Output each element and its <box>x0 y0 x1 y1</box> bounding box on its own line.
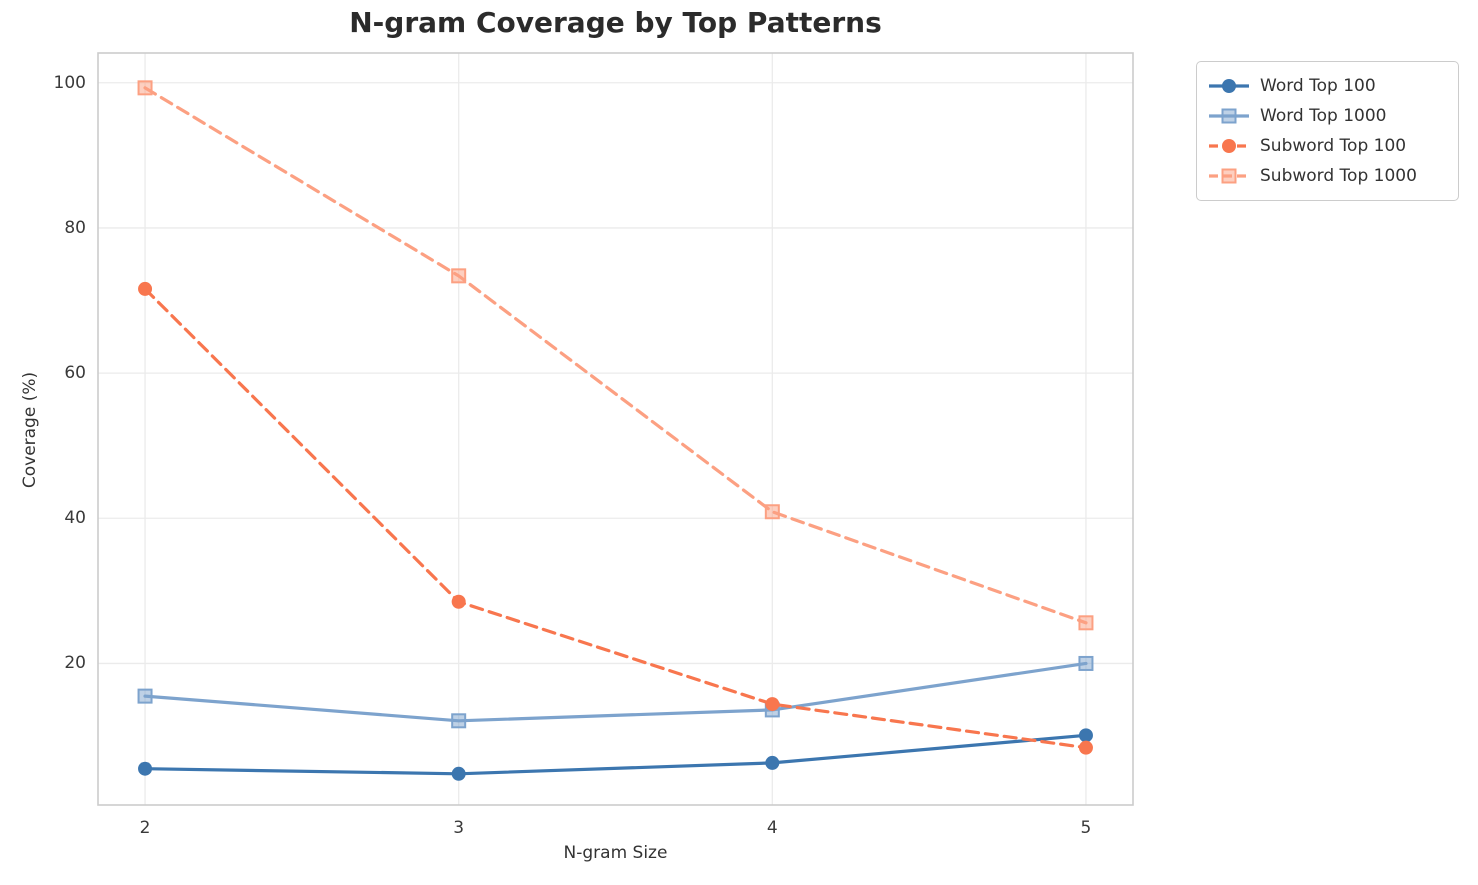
legend-line-circle-icon <box>1209 139 1249 153</box>
plot-border <box>97 52 1134 806</box>
marker-word-top-100 <box>451 766 466 781</box>
series-line-word-top-1000 <box>143 661 1088 723</box>
marker-subword-top-1000 <box>1078 615 1094 631</box>
y-tick-label: 100 <box>53 72 86 93</box>
x-tick-label: 5 <box>1080 818 1092 838</box>
legend-item-label: Word Top 1000 <box>1260 106 1387 126</box>
legend-item-label: Subword Top 1000 <box>1260 166 1417 186</box>
legend-line-square-icon <box>1209 108 1249 124</box>
legend-item: Word Top 100 <box>1197 71 1458 101</box>
series-line-subword-top-1000 <box>143 86 1088 625</box>
legend-item-label: Word Top 100 <box>1260 76 1376 96</box>
marker-subword-top-100 <box>1078 740 1093 755</box>
series-line-word-top-100 <box>143 733 1088 776</box>
y-axis-label: Coverage (%) <box>20 371 40 489</box>
marker-subword-top-1000 <box>451 268 467 284</box>
y-tick-label: 20 <box>64 653 86 674</box>
marker-subword-top-100 <box>451 594 466 609</box>
marker-word-top-1000 <box>1078 655 1094 671</box>
x-tick-label: 3 <box>453 818 465 838</box>
marker-subword-top-100 <box>765 697 780 712</box>
legend-item: Subword Top 1000 <box>1197 161 1458 191</box>
marker-word-top-100 <box>138 761 153 776</box>
marker-word-top-100 <box>765 755 780 770</box>
marker-subword-top-1000 <box>764 504 780 520</box>
y-tick-label: 80 <box>64 217 86 238</box>
marker-subword-top-100 <box>138 281 153 296</box>
marker-subword-top-1000 <box>137 80 153 96</box>
legend-item: Word Top 1000 <box>1197 101 1458 131</box>
legend-item-label: Subword Top 100 <box>1260 136 1407 156</box>
legend-item: Subword Top 100 <box>1197 131 1458 161</box>
legend: Word Top 100 Word Top 1000 Subword Top 100… <box>1196 61 1459 201</box>
marker-word-top-100 <box>1078 728 1093 743</box>
legend-line-square-icon <box>1209 168 1249 184</box>
series-line-subword-top-100 <box>143 287 1088 750</box>
marker-word-top-1000 <box>137 688 153 704</box>
chart-title: N-gram Coverage by Top Patterns <box>349 6 882 39</box>
x-axis-label: N-gram Size <box>563 843 668 863</box>
x-tick-label: 4 <box>766 818 778 838</box>
legend-line-circle-icon <box>1209 79 1249 93</box>
y-tick-label: 60 <box>64 363 86 384</box>
y-tick-label: 40 <box>64 508 86 529</box>
marker-word-top-1000 <box>451 713 467 729</box>
x-tick-label: 2 <box>139 818 151 838</box>
